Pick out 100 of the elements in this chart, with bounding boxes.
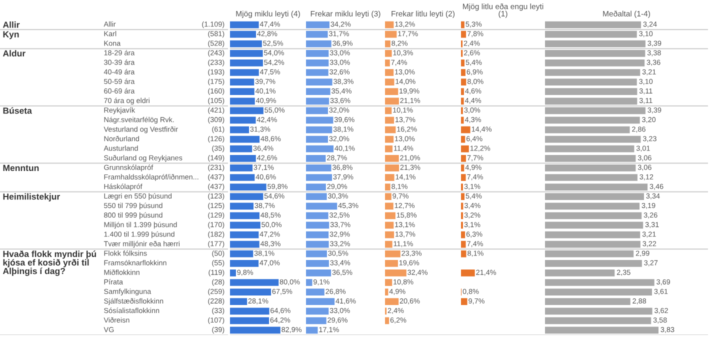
bar [385, 279, 392, 286]
text: Menntun [3, 164, 39, 172]
bar [306, 78, 332, 86]
bar [461, 240, 466, 248]
bar [230, 164, 253, 172]
bar [306, 184, 326, 190]
bar [545, 184, 648, 190]
bar [545, 298, 630, 306]
bar [545, 60, 645, 66]
bar [230, 317, 270, 324]
bar [385, 250, 400, 258]
bar [306, 116, 334, 124]
bar [545, 136, 641, 143]
bar [545, 21, 642, 28]
bar [230, 21, 259, 28]
bar [306, 250, 327, 258]
bar [545, 116, 640, 124]
bar [306, 98, 330, 105]
bar [306, 145, 334, 152]
bar [461, 231, 466, 238]
bar [230, 212, 260, 220]
bar [230, 279, 279, 286]
bar [385, 212, 396, 220]
bar [385, 298, 399, 306]
bar [306, 212, 328, 220]
bar [385, 107, 392, 114]
bar [306, 202, 338, 210]
bar [230, 154, 256, 162]
bar [230, 193, 264, 200]
bar [461, 270, 475, 276]
bar [306, 154, 326, 162]
bar [461, 164, 464, 172]
bar [385, 116, 394, 124]
bar [385, 126, 396, 134]
bar [385, 98, 399, 105]
bar [545, 174, 638, 181]
bar [545, 222, 644, 229]
bar [545, 317, 652, 324]
bar [230, 222, 260, 229]
bar [461, 116, 464, 124]
bar [306, 50, 329, 57]
bar [306, 30, 328, 38]
text: Heimilistekjur [3, 193, 60, 202]
bar [230, 69, 259, 76]
bar [385, 60, 390, 66]
bar [230, 298, 248, 306]
bar [230, 326, 280, 334]
bar [385, 202, 394, 210]
bar [545, 78, 637, 86]
bar [306, 21, 330, 28]
bar [306, 107, 328, 114]
bar [306, 260, 329, 267]
bar [306, 136, 328, 143]
bar [230, 288, 272, 296]
bar [230, 260, 259, 267]
text: Allir [2, 21, 20, 28]
bar [545, 250, 634, 258]
bar [230, 126, 250, 134]
bar [385, 231, 394, 238]
bar [545, 279, 654, 286]
bar [230, 88, 254, 96]
bar [385, 78, 394, 86]
bar [545, 126, 630, 134]
bar [461, 88, 464, 96]
bar [461, 174, 466, 181]
bar [461, 69, 466, 76]
bar [461, 126, 470, 134]
bar [461, 21, 464, 28]
bar [545, 270, 615, 276]
bar [545, 326, 659, 334]
bar [545, 164, 636, 172]
text: Aldur [2, 50, 26, 56]
bar [461, 98, 464, 105]
bar [230, 98, 255, 105]
bar [545, 193, 644, 200]
bar [545, 145, 634, 152]
bar [545, 202, 640, 210]
bar [385, 260, 398, 267]
text: Hvaða flokk myndir þú kjósa ef kosið yrði til Alþingis í dag? [2, 250, 96, 276]
bar [385, 288, 388, 296]
text: Kyn [3, 31, 19, 40]
bar [230, 231, 259, 238]
bar [461, 193, 464, 200]
bar [545, 40, 646, 48]
bar [385, 193, 392, 200]
bar [385, 174, 394, 181]
bar [306, 222, 330, 229]
bar [385, 145, 393, 152]
bar [230, 174, 255, 181]
bar [230, 40, 262, 48]
bar [385, 240, 392, 248]
bar [230, 202, 254, 210]
bar [306, 240, 329, 248]
bar [545, 260, 642, 267]
bar [385, 50, 392, 57]
bar [230, 308, 270, 315]
bar [230, 30, 256, 38]
bar [230, 107, 264, 114]
bar [385, 222, 394, 229]
bar [385, 21, 394, 28]
